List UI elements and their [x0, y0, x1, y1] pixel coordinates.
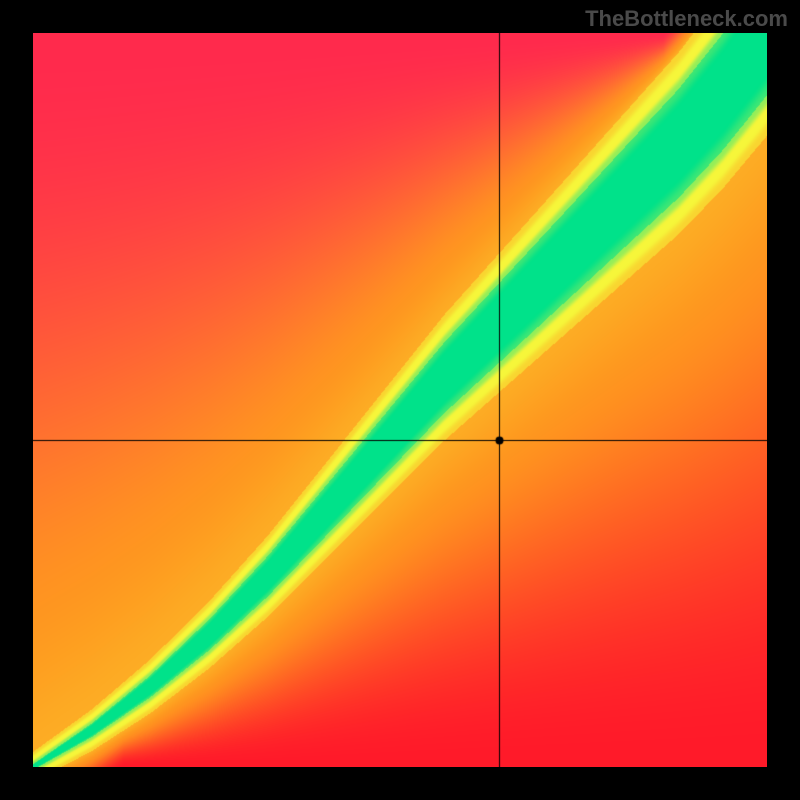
- chart-container: TheBottleneck.com: [0, 0, 800, 800]
- bottleneck-heatmap: [33, 33, 767, 767]
- watermark-text: TheBottleneck.com: [585, 6, 788, 32]
